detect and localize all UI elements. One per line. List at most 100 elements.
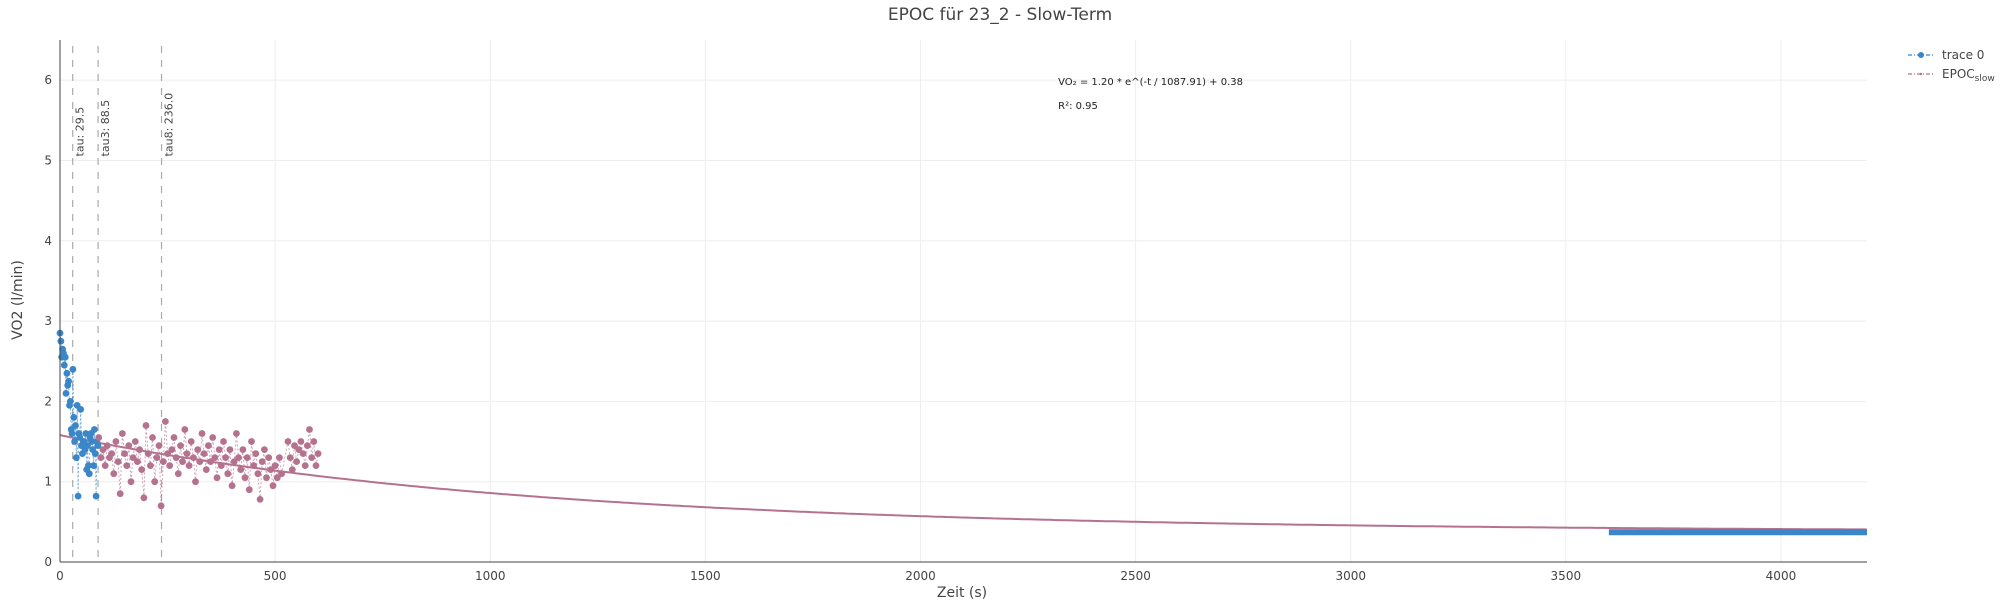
data-point <box>95 434 103 441</box>
data-point <box>110 470 118 478</box>
data-point <box>241 474 249 482</box>
data-point <box>196 458 204 465</box>
tau-label-2: tau8: 236.0 <box>163 93 176 157</box>
series-0 <box>56 329 1867 536</box>
data-point <box>301 462 309 469</box>
data-point <box>65 377 72 385</box>
data-point <box>312 462 320 469</box>
data-point <box>71 438 78 445</box>
data-point <box>62 390 70 397</box>
data-point <box>185 462 193 469</box>
data-point <box>226 446 234 453</box>
data-point <box>85 462 92 469</box>
data-point <box>99 446 107 453</box>
fit-equation: VO₂ = 1.20 * e^(-t / 1087.91) + 0.38 <box>1058 77 1243 88</box>
data-point <box>239 446 247 453</box>
data-point <box>74 492 82 500</box>
data-point <box>243 454 251 461</box>
x-tick-label: 3000 <box>1335 569 1366 583</box>
data-point <box>70 414 78 421</box>
data-point <box>211 454 219 461</box>
data-point <box>134 458 141 465</box>
data-point <box>200 450 208 457</box>
data-point <box>162 418 169 425</box>
legend-item-trace-0[interactable]: trace 0 <box>1908 48 1984 62</box>
data-point <box>202 466 210 473</box>
data-point <box>129 454 137 461</box>
fit-curve <box>59 434 1868 531</box>
data-point <box>198 430 206 437</box>
tau-markers: tau: 29.5 tau3: 88.5 tau8: 236.0 <box>72 46 176 562</box>
series-layer <box>56 329 1867 536</box>
data-point <box>140 494 148 502</box>
data-point <box>288 466 296 473</box>
data-point <box>114 458 122 465</box>
series-1 <box>95 418 322 510</box>
data-point <box>123 462 131 469</box>
data-point <box>92 492 100 500</box>
data-point <box>61 353 69 361</box>
data-point <box>101 462 109 469</box>
data-point <box>187 438 195 445</box>
data-point <box>308 454 316 461</box>
data-point <box>166 462 174 469</box>
data-point <box>263 474 270 482</box>
data-point <box>147 462 154 469</box>
data-point <box>224 470 232 478</box>
data-point <box>284 438 292 445</box>
data-point <box>149 434 156 441</box>
data-point <box>304 442 311 449</box>
data-point <box>245 486 253 494</box>
fit-curve-layer <box>59 434 1868 531</box>
data-point <box>69 365 77 373</box>
data-point <box>164 450 172 457</box>
data-point <box>157 502 165 510</box>
data-point <box>306 426 313 433</box>
data-point <box>237 466 245 473</box>
data-point <box>278 470 285 478</box>
data-point <box>142 422 150 429</box>
data-point <box>88 438 96 445</box>
data-point <box>250 462 257 469</box>
data-point <box>85 470 93 478</box>
data-point <box>183 450 191 457</box>
data-point <box>215 446 223 453</box>
data-point <box>66 398 74 405</box>
x-axis-label: Zeit (s) <box>937 585 987 600</box>
tau-label-1: tau3: 88.5 <box>99 100 112 157</box>
data-point <box>192 478 199 486</box>
y-tick-label: 2 <box>44 394 52 408</box>
data-point <box>248 438 255 445</box>
axes: 0 500 1000 1500 2000 2500 3000 3500 4000 0 1 2 3 4 5 6 <box>44 40 1867 583</box>
data-point <box>310 438 318 445</box>
data-point <box>299 450 307 457</box>
y-tick-label: 0 <box>44 555 52 569</box>
data-point <box>222 454 230 461</box>
data-point <box>265 454 273 461</box>
data-point <box>138 466 146 473</box>
data-point <box>252 450 260 457</box>
data-point <box>60 361 68 369</box>
data-point <box>172 454 180 461</box>
data-point <box>136 446 144 453</box>
legend-label-trace-0: trace 0 <box>1942 48 1984 62</box>
data-point <box>267 466 275 473</box>
x-tick-label: 4000 <box>1766 569 1797 583</box>
data-point <box>205 442 212 449</box>
grid-lines <box>60 40 1867 562</box>
data-point <box>276 454 283 461</box>
data-point <box>168 446 176 453</box>
legend-item-epoc-slow[interactable]: EPOCslow <box>1908 67 1995 84</box>
data-point <box>230 458 238 465</box>
x-tick-label: 1000 <box>475 569 506 583</box>
y-axis-label: VO2 (l/min) <box>10 260 26 340</box>
legend: trace 0 EPOCslow <box>1908 48 1995 84</box>
y-tick-label: 6 <box>44 73 52 87</box>
data-point <box>170 434 178 441</box>
data-point <box>72 422 79 429</box>
data-point <box>269 482 277 490</box>
data-point <box>271 462 279 469</box>
data-point <box>233 430 240 437</box>
data-point <box>151 478 159 486</box>
